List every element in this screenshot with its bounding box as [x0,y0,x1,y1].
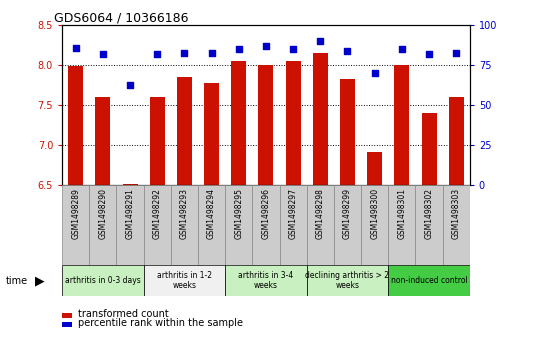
Bar [388,265,470,296]
Bar [334,185,361,265]
Point [261,43,270,49]
Bar [449,97,464,185]
Bar [280,185,307,265]
Point [316,38,325,44]
Point [397,46,406,52]
Text: GSM1498296: GSM1498296 [261,188,271,239]
Text: GSM1498302: GSM1498302 [424,188,434,239]
Bar [443,185,470,265]
Text: arthritis in 0-3 days: arthritis in 0-3 days [65,276,141,285]
Text: percentile rank within the sample: percentile rank within the sample [78,318,244,329]
Bar [117,185,144,265]
Bar [340,79,355,185]
Bar [252,185,280,265]
Bar [204,83,219,185]
Bar [361,185,388,265]
Bar [177,77,192,185]
Bar [415,185,443,265]
Bar [62,265,144,296]
Text: GSM1498298: GSM1498298 [316,188,325,239]
Text: non-induced control: non-induced control [390,276,468,285]
Text: GSM1498293: GSM1498293 [180,188,189,239]
Bar [96,97,110,185]
Text: transformed count: transformed count [78,309,169,319]
Bar [150,97,165,185]
Text: arthritis in 1-2
weeks: arthritis in 1-2 weeks [157,271,212,290]
Bar [62,185,89,265]
Text: GDS6064 / 10366186: GDS6064 / 10366186 [54,11,188,24]
Text: time: time [5,276,28,286]
Point [370,70,379,76]
Bar [313,53,328,185]
Bar [68,66,83,185]
Text: GSM1498290: GSM1498290 [98,188,107,239]
Bar [231,61,246,185]
Point [98,51,107,57]
Text: GSM1498295: GSM1498295 [234,188,243,239]
Text: GSM1498300: GSM1498300 [370,188,379,240]
Bar [225,265,307,296]
Text: ▶: ▶ [35,274,45,287]
Point [207,50,216,56]
Point [153,51,161,57]
Point [234,46,243,52]
Bar [422,113,436,185]
Bar [307,265,388,296]
Point [126,82,134,87]
Bar [171,185,198,265]
Text: GSM1498303: GSM1498303 [451,188,461,240]
Bar [198,185,225,265]
Point [452,50,461,56]
Bar [367,152,382,185]
Text: GSM1498289: GSM1498289 [71,188,80,239]
Bar [259,65,273,185]
Text: GSM1498299: GSM1498299 [343,188,352,239]
Text: GSM1498297: GSM1498297 [288,188,298,239]
Bar [123,184,138,185]
Bar [394,65,409,185]
Point [289,46,298,52]
Point [343,48,352,54]
Text: GSM1498292: GSM1498292 [153,188,162,239]
Bar [144,185,171,265]
Point [424,51,433,57]
Text: GSM1498291: GSM1498291 [126,188,134,239]
Bar [307,185,334,265]
Text: arthritis in 3-4
weeks: arthritis in 3-4 weeks [238,271,294,290]
Bar [286,61,301,185]
Text: GSM1498301: GSM1498301 [397,188,406,239]
Text: declining arthritis > 2
weeks: declining arthritis > 2 weeks [306,271,389,290]
Bar [89,185,117,265]
Point [71,45,80,51]
Bar [144,265,225,296]
Point [180,50,189,56]
Bar [225,185,252,265]
Bar [388,185,415,265]
Text: GSM1498294: GSM1498294 [207,188,216,239]
